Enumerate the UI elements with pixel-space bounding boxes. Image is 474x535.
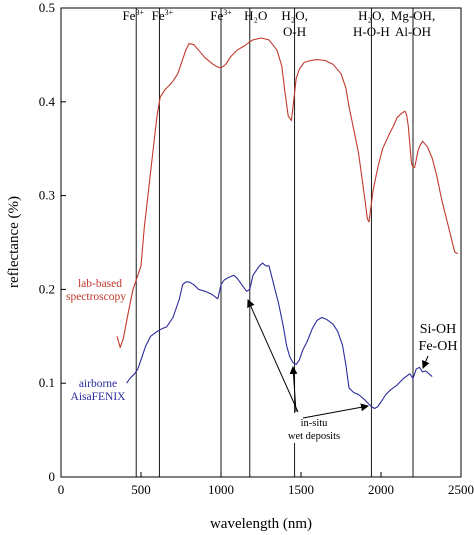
band-label-line2: Al-OH — [395, 24, 431, 39]
lab-spectrum-line — [116, 37, 459, 349]
x-axis-title: wavelength (nm) — [210, 516, 312, 532]
band-label: H₂O, — [358, 8, 385, 23]
y-tick-label: 0.4 — [39, 94, 56, 109]
x-tick-label: 1000 — [208, 482, 234, 497]
y-axis-title: reflectance (%) — [6, 196, 22, 288]
in-situ-annotation: in-situ wet deposits — [247, 299, 369, 443]
band-label-line2: H-O-H — [353, 24, 390, 39]
y-tick-label: 0.1 — [39, 375, 55, 390]
arrow-to-1940 — [302, 403, 369, 419]
absorption-band-lines — [135, 8, 414, 477]
x-tick-label: 500 — [131, 482, 151, 497]
band-label: H₂O — [244, 8, 267, 23]
in-situ-label-line1: in-situ — [301, 418, 329, 429]
absorption-band-labels: Fe3+ Fe3+ Fe3+ H₂O H₂O,O-HH₂O,H-O-HMg-OH,Al-… — [122, 8, 435, 39]
lab-series-label: lab-based spectroscopy — [66, 278, 126, 303]
x-tick-label: 0 — [58, 482, 65, 497]
arrow-to-1460 — [289, 366, 298, 413]
plot-frame — [60, 7, 462, 478]
band-label: H₂O, — [281, 8, 308, 23]
x-tick-label: 2500 — [448, 482, 474, 497]
y-tick-label: 0.3 — [39, 188, 55, 203]
band-label-line2: O-H — [283, 24, 306, 39]
y-tick-label: 0 — [49, 469, 56, 484]
y-tick-label: 0.5 — [39, 0, 55, 15]
si-oh-arrow — [422, 355, 430, 369]
in-situ-label-line2: wet deposits — [288, 431, 340, 442]
airborne-spectrum-line — [126, 262, 433, 410]
si-oh-annotation: Si-OH Fe-OH — [419, 322, 458, 369]
x-tick-label: 1500 — [288, 482, 314, 497]
band-label: Fe3+ — [210, 8, 232, 23]
band-label: Fe3+ — [122, 8, 144, 23]
in-situ-label-box — [284, 413, 352, 443]
band-label: Fe3+ — [152, 8, 174, 23]
airborne-series-label-line1: airborne — [79, 378, 117, 390]
si-oh-label-line1: Si-OH — [420, 322, 457, 337]
lab-series-label-line2: spectroscopy — [66, 291, 126, 303]
y-axis-ticks: 0 0.1 0.2 0.3 0.4 0.5 — [39, 0, 66, 484]
series-layer — [116, 37, 459, 410]
arrow-to-1180 — [247, 299, 299, 413]
airborne-series-label-line2: AisaFENIX — [71, 391, 127, 403]
airborne-series-label: airborne AisaFENIX — [71, 378, 127, 403]
si-oh-label-line2: Fe-OH — [419, 339, 458, 354]
y-tick-label: 0.2 — [39, 281, 55, 296]
x-axis-ticks: 0 500 1000 1500 2000 2500 — [58, 472, 474, 497]
lab-series-label-line1: lab-based — [78, 278, 122, 290]
x-tick-label: 2000 — [368, 482, 394, 497]
band-label: Mg-OH, — [391, 8, 435, 23]
